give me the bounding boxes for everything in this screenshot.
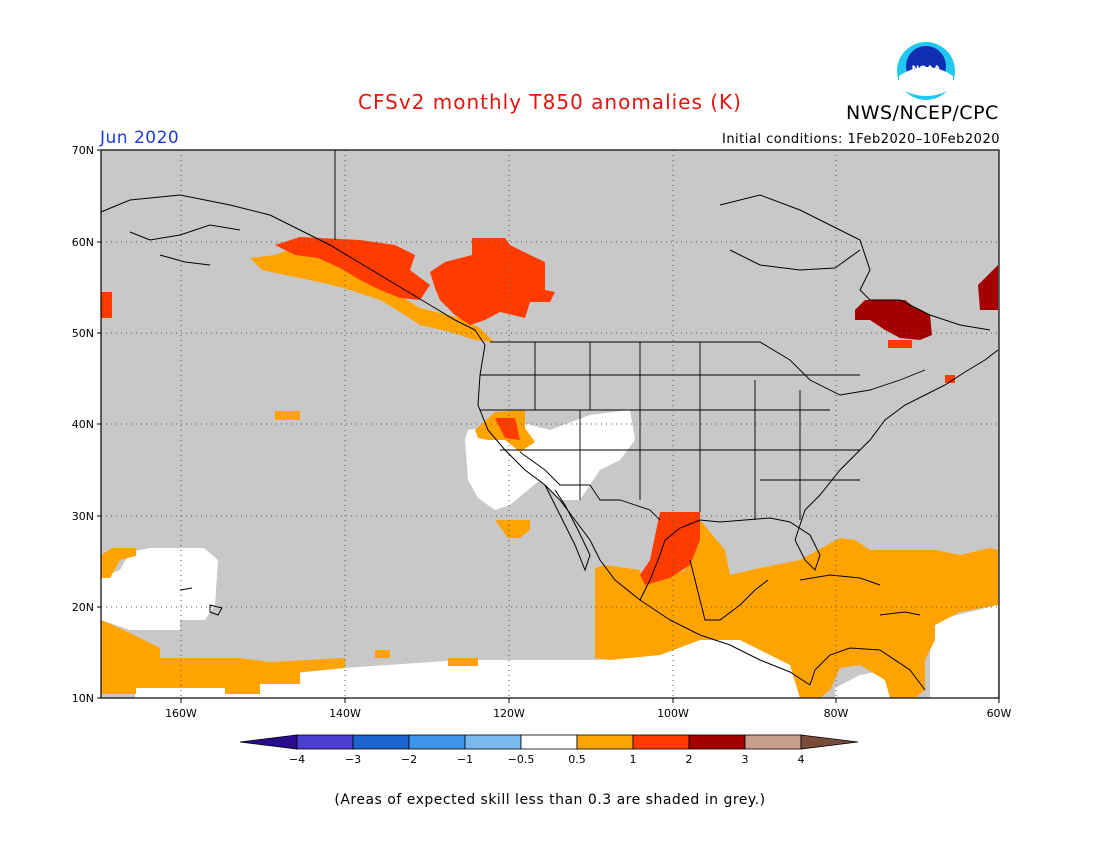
lon-tick-label: 140W — [329, 707, 361, 720]
anomaly-0p5-1-regions — [101, 245, 998, 698]
lon-tick-label: 60W — [987, 707, 1012, 720]
lon-tick-label: 80W — [824, 707, 849, 720]
colorbar-label: 3 — [742, 753, 749, 766]
lat-ticks — [97, 149, 1000, 703]
colorbar-cell — [352, 734, 410, 750]
logo-text: NOAA — [912, 65, 941, 75]
initial-conditions: Initial conditions: 1Feb2020–10Feb2020 — [721, 132, 1000, 147]
skill-footnote: (Areas of expected skill less than 0.3 a… — [334, 792, 766, 808]
colorbar-cell — [239, 734, 298, 750]
forecast-month: Jun 2020 — [100, 128, 180, 148]
colorbar-label: −4 — [289, 753, 305, 766]
anomaly-1-2-regions — [101, 237, 955, 585]
colorbar — [239, 734, 859, 750]
lat-tick-label: 20N — [72, 601, 94, 614]
lon-tick-label: 160W — [165, 707, 197, 720]
colorbar-cell — [744, 734, 802, 750]
noaa-logo-icon: NOAA — [897, 42, 955, 100]
colorbar-label: −1 — [457, 753, 473, 766]
colorbar-label: −3 — [345, 753, 361, 766]
lat-tick-label: 70N — [72, 144, 94, 157]
lat-tick-label: 10N — [72, 692, 94, 705]
colorbar-label: 0.5 — [568, 753, 586, 766]
coastlines — [100, 194, 999, 691]
lat-tick-label: 60N — [72, 236, 94, 249]
colorbar-cell — [520, 734, 578, 750]
colorbar-cell — [800, 734, 859, 750]
political-borders — [334, 150, 926, 521]
colorbar-label: 2 — [686, 753, 693, 766]
lat-tick-label: 30N — [72, 510, 94, 523]
colorbar-cell — [688, 734, 746, 750]
colorbar-label: −0.5 — [508, 753, 535, 766]
colorbar-label: −2 — [401, 753, 417, 766]
agency-label: NWS/NCEP/CPC — [846, 102, 999, 124]
colorbar-cell — [296, 734, 354, 750]
colorbar-cell — [576, 734, 634, 750]
lon-tick-label: 120W — [493, 707, 525, 720]
lat-axis: 70N 60N 50N 40N 30N 20N 10N — [72, 144, 94, 705]
colorbar-label: 4 — [798, 753, 805, 766]
lon-axis: 160W 140W 120W 100W 80W 60W — [165, 707, 1011, 720]
colorbar-cell — [632, 734, 690, 750]
lat-tick-label: 50N — [72, 327, 94, 340]
colorbar-cell — [464, 734, 522, 750]
colorbar-labels: −4 −3 −2 −1 −0.5 0.5 1 2 3 4 — [289, 753, 805, 766]
colorbar-cell — [408, 734, 466, 750]
lon-tick-label: 100W — [657, 707, 689, 720]
colorbar-label: 1 — [630, 753, 637, 766]
near-normal-regions — [101, 410, 998, 698]
lat-tick-label: 40N — [72, 418, 94, 431]
anomaly-2-3-regions — [855, 265, 998, 340]
chart-title: CFSv2 monthly T850 anomalies (K) — [358, 90, 742, 114]
noaa-logo: NOAA — [895, 40, 957, 102]
